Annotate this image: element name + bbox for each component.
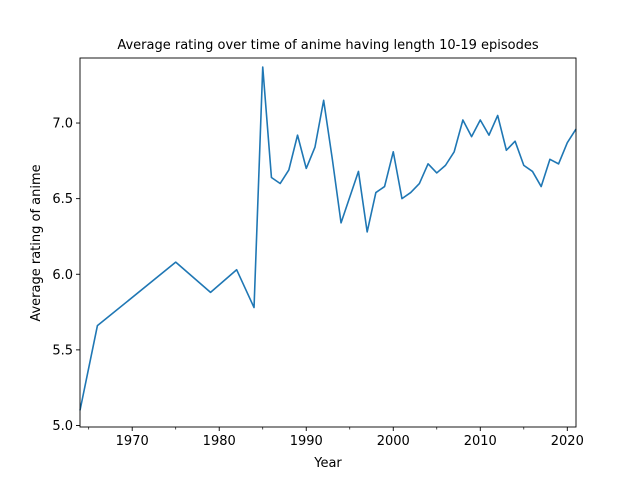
plot-frame (79, 57, 577, 428)
x-tick-label: 2000 (377, 434, 410, 449)
y-tick-label: 5.5 (52, 343, 73, 358)
x-tick-label: 2020 (551, 434, 584, 449)
y-tick-label: 7.0 (52, 117, 73, 132)
x-tick-label: 1980 (203, 434, 236, 449)
x-axis: 1970 1980 1990 2000 2010 2020 (88, 427, 584, 449)
x-tick-label: 1990 (290, 434, 323, 449)
y-tick-label: 6.0 (52, 268, 73, 283)
y-tick-label: 6.5 (52, 192, 73, 207)
plot-area (79, 57, 577, 428)
chart-title: Average rating over time of anime having… (117, 38, 539, 53)
x-axis-label: Year (313, 456, 342, 471)
series-line (79, 66, 577, 411)
x-tick-label: 2010 (464, 434, 497, 449)
y-axis-label: Average rating of anime (29, 164, 44, 321)
x-tick-label: 1970 (116, 434, 149, 449)
y-tick-label: 5.0 (52, 419, 73, 434)
y-axis: 5.0 5.5 6.0 6.5 7.0 (52, 117, 80, 434)
